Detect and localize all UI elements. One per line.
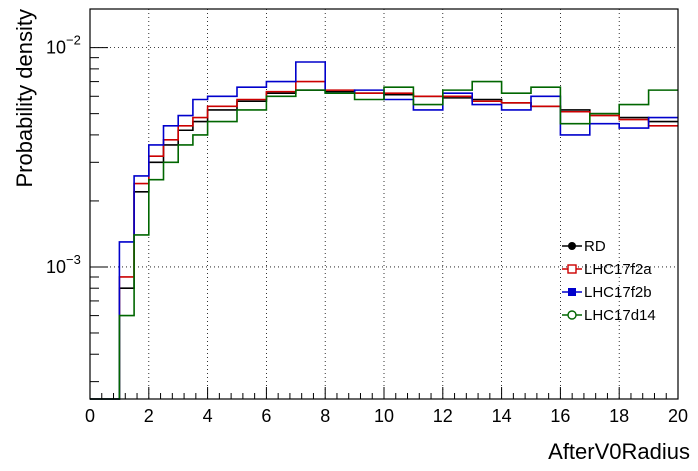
x-tick-label: 0 [85,406,95,426]
x-tick-label: 8 [320,406,330,426]
legend-label: LHC17f2a [584,261,652,278]
x-tick-label: 14 [492,406,512,426]
x-tick-label: 10 [374,406,394,426]
x-tick-label: 6 [261,406,271,426]
legend-label: RD [584,238,606,255]
y-tick-exponent: −3 [66,252,81,267]
y-tick-label: 10−2 [46,33,81,58]
legend-label: LHC17f2b [584,284,652,301]
legend: RD LHC17f2a LHC17f2b LHC17d14 [562,238,656,324]
legend-marker-LHC17f2a [567,264,577,274]
y-axis-label: Probability density [12,9,37,188]
x-tick-label: 12 [433,406,453,426]
y-axis-ticks: 10−210−3 [46,33,108,383]
y-tick-base: 10 [46,38,66,58]
x-tick-label: 18 [609,406,629,426]
legend-label: LHC17d14 [584,307,656,324]
x-axis-ticks: 0 2 4 6 8 10 12 14 16 18 20 [85,387,688,426]
series-line-LHC17d14 [90,80,678,400]
y-tick-exponent: −2 [66,33,81,48]
x-tick-label: 16 [550,406,570,426]
x-tick-label: 4 [203,406,213,426]
series-layer [90,61,678,400]
legend-marker-LHC17f2b [568,288,576,296]
x-axis-label: AfterV0Radius [548,439,690,464]
y-tick-base: 10 [46,257,66,277]
x-tick-label: 2 [144,406,154,426]
y-tick-label: 10−3 [46,252,81,277]
legend-marker-LHC17d14 [567,310,577,320]
x-tick-label: 20 [668,406,688,426]
legend-marker-RD [568,242,576,250]
